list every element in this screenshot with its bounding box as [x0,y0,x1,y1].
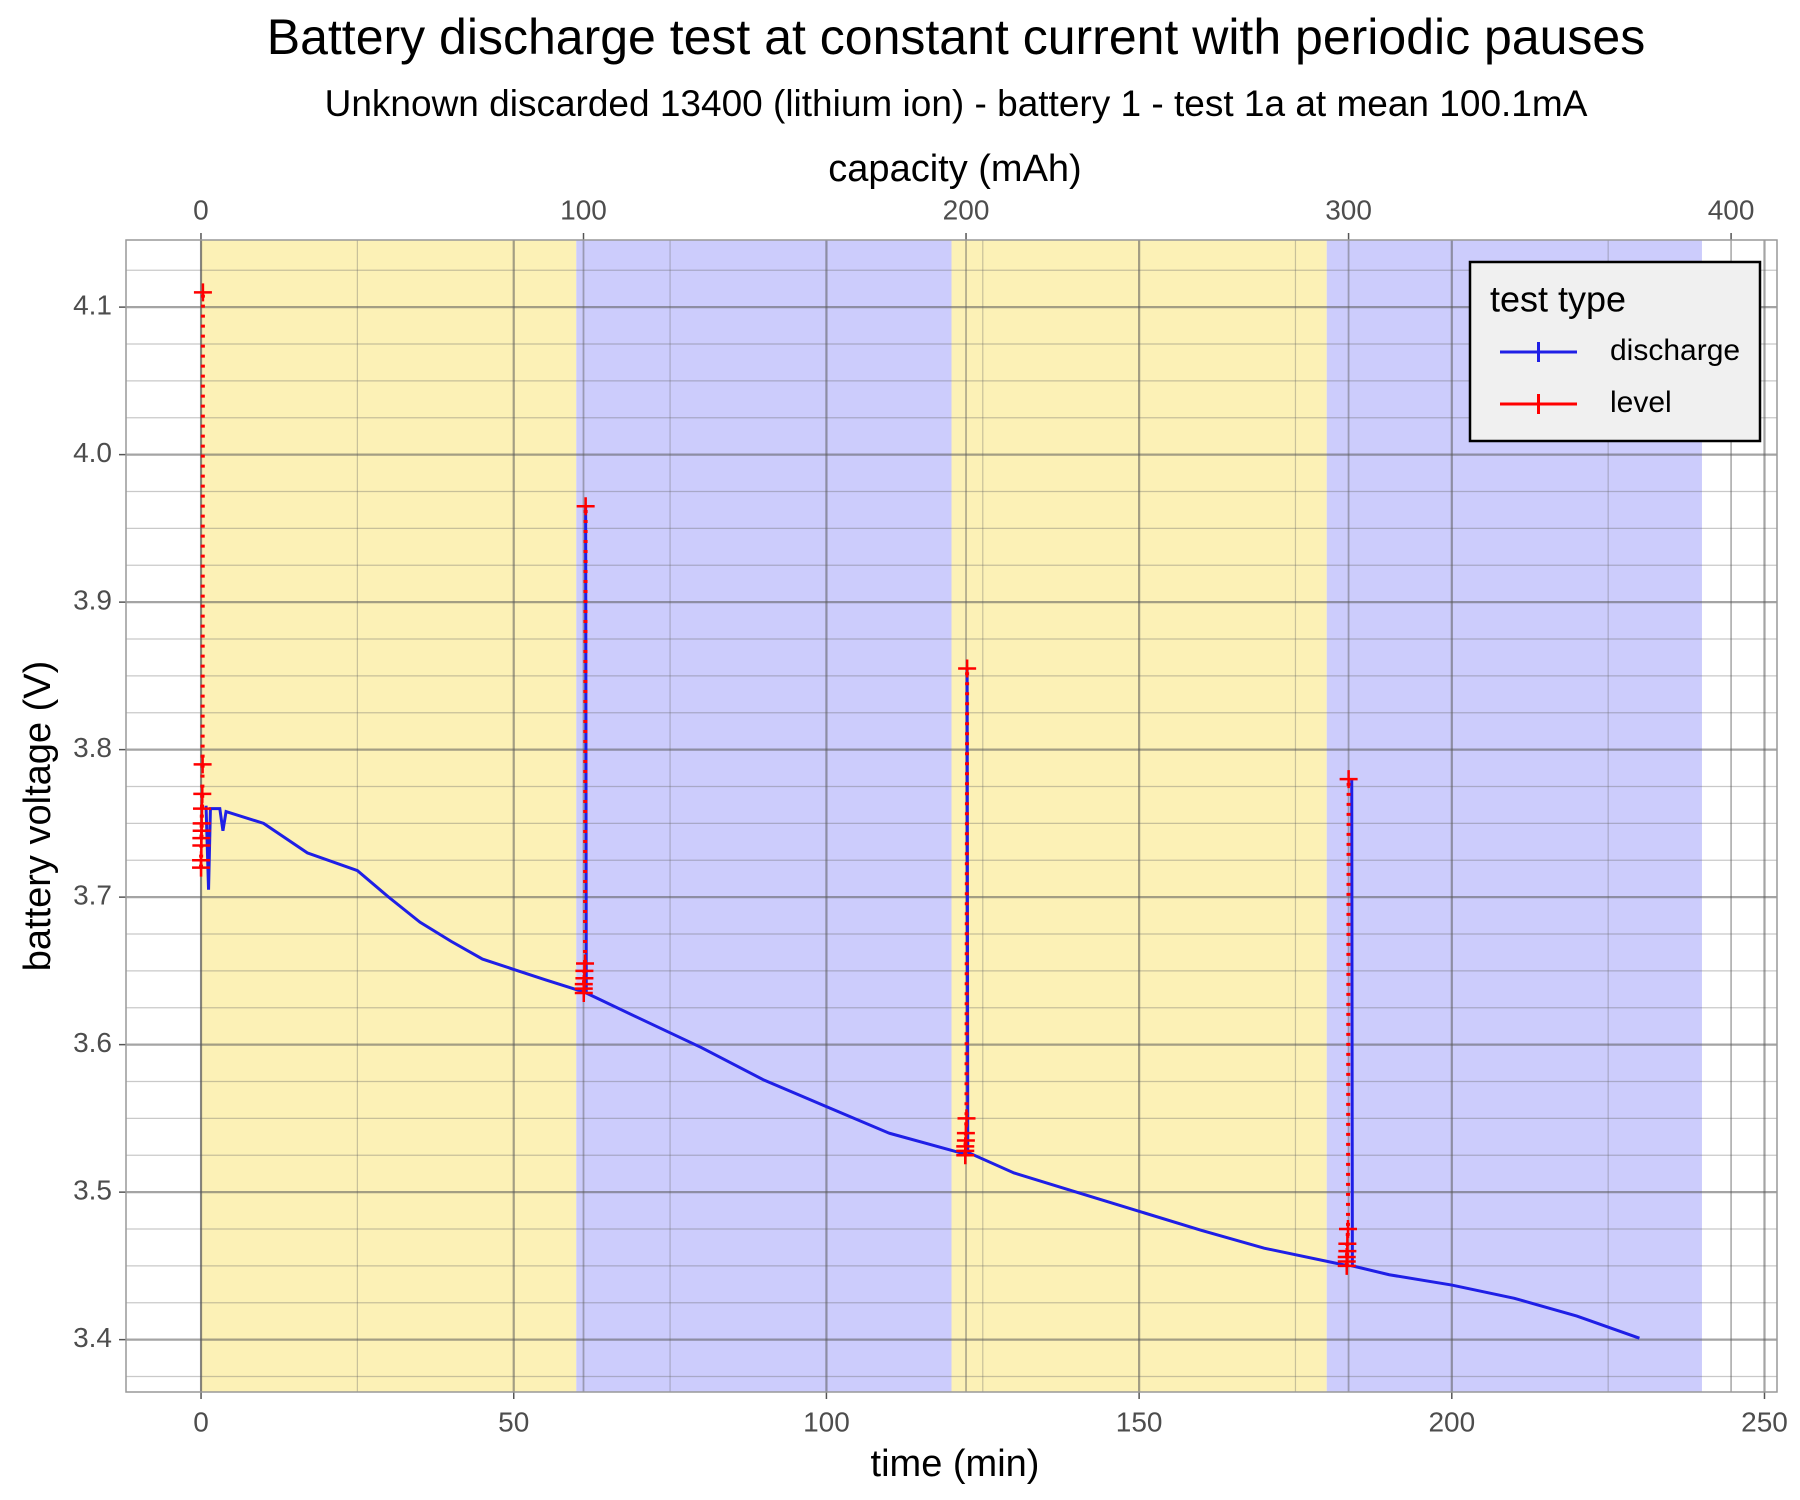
chart-subtitle: Unknown discarded 13400 (lithium ion) - … [325,83,1588,124]
legend-label: level [1610,386,1672,419]
y-tick-label: 3.6 [73,1027,112,1058]
marker [576,497,595,516]
background-band [201,240,577,1392]
y-tick-label: 3.7 [73,880,112,911]
panel-border [125,239,1778,1393]
x-tick-label: 150 [1116,1406,1163,1437]
legend-title: test type [1490,279,1626,320]
x-tick-label: 50 [498,1406,529,1437]
x2-tick-label: 300 [1325,194,1372,225]
y-tick-label: 4.0 [73,437,112,468]
marker [193,755,212,774]
x-tick-label: 0 [193,1406,209,1437]
y-axis-label: battery voltage (V) [17,661,59,971]
legend-key-marker [1528,342,1549,362]
series-line [204,506,1640,1340]
marker [957,1109,976,1128]
x2-axis-label: capacity (mAh) [828,148,1081,190]
y-tick-label: 4.1 [73,290,112,321]
y-tick-label: 3.5 [73,1175,112,1206]
y-tick-label: 3.8 [73,732,112,763]
marker [1338,1220,1357,1239]
legend-label: discharge [1610,334,1740,367]
x2-tick-label: 100 [560,194,607,225]
marker [1339,770,1358,789]
x-tick-label: 250 [1741,1406,1788,1437]
marker [193,283,212,302]
marker [193,784,212,803]
marker [958,659,977,678]
marker [576,954,595,973]
chart-title: Battery discharge test at constant curre… [267,9,1646,65]
background-band [576,240,952,1392]
legend-key-marker [1528,394,1549,414]
x-tick-label: 100 [803,1406,850,1437]
x2-tick-label: 0 [193,194,209,225]
legend-box [1468,260,1762,443]
x-tick-label: 200 [1428,1406,1475,1437]
x2-tick-label: 200 [943,194,990,225]
x2-tick-label: 400 [1708,194,1755,225]
x-axis-label: time (min) [871,1443,1040,1485]
y-tick-label: 3.9 [73,585,112,616]
y-tick-label: 3.4 [73,1322,112,1353]
